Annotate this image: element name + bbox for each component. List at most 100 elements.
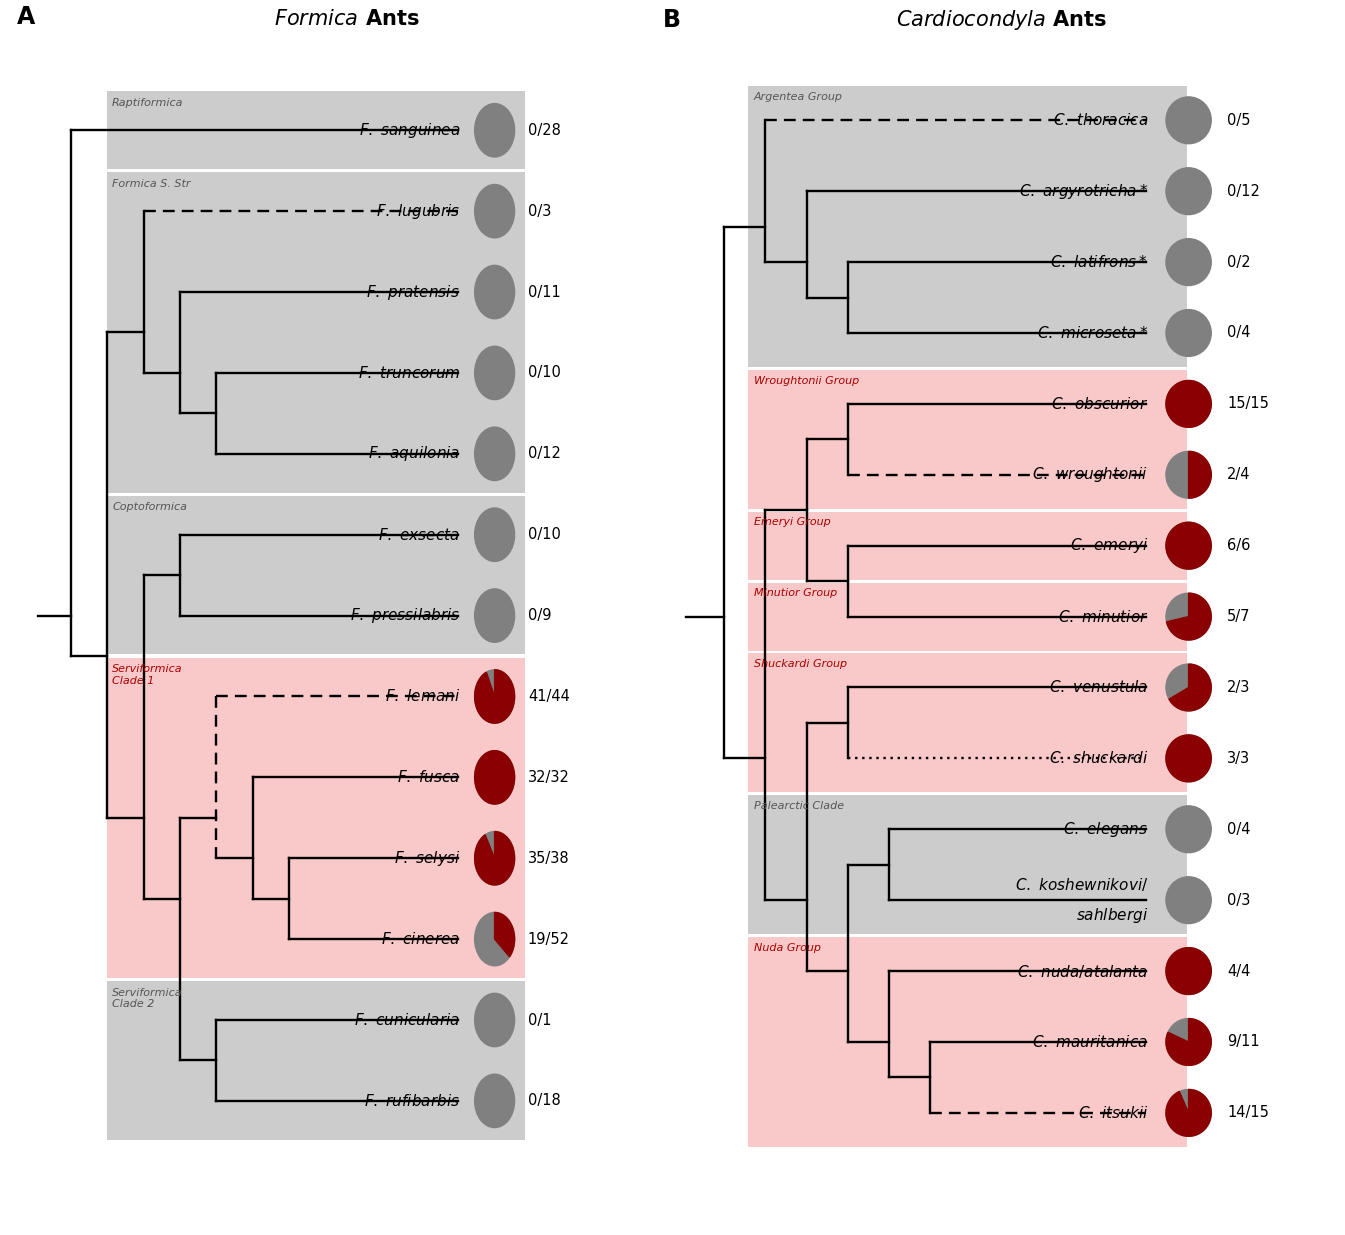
Text: 0/11: 0/11 xyxy=(529,284,561,300)
Text: 2/4: 2/4 xyxy=(1227,467,1251,483)
Bar xyxy=(108,981,525,1140)
Text: 32/32: 32/32 xyxy=(529,769,570,785)
Circle shape xyxy=(475,831,515,885)
Text: Formica S. Str: Formica S. Str xyxy=(112,179,191,189)
Text: 0/10: 0/10 xyxy=(529,527,561,542)
Circle shape xyxy=(475,427,515,480)
Circle shape xyxy=(475,751,515,804)
Text: $\mathit{F.\ rufibarbis}$: $\mathit{F.\ rufibarbis}$ xyxy=(364,1093,460,1109)
Polygon shape xyxy=(1166,593,1212,640)
Circle shape xyxy=(1166,877,1212,924)
Text: $\mathit{C.\ nuda/atalanta}$: $\mathit{C.\ nuda/atalanta}$ xyxy=(1017,962,1149,979)
Text: $\mathit{Cardiocondyla}$ Ants: $\mathit{Cardiocondyla}$ Ants xyxy=(896,7,1108,32)
Text: $\mathit{F.\ pressilabris}$: $\mathit{F.\ pressilabris}$ xyxy=(350,606,460,625)
Text: Serviformica
Clade 1: Serviformica Clade 1 xyxy=(112,664,183,685)
Polygon shape xyxy=(1169,664,1212,711)
Text: 5/7: 5/7 xyxy=(1227,609,1251,624)
Text: 0/4: 0/4 xyxy=(1227,326,1251,341)
Text: 41/44: 41/44 xyxy=(529,689,570,704)
Bar xyxy=(748,511,1188,579)
Bar xyxy=(108,658,525,978)
Circle shape xyxy=(1166,735,1212,782)
Text: Palearctic Clade: Palearctic Clade xyxy=(753,802,843,811)
Polygon shape xyxy=(475,669,515,724)
Circle shape xyxy=(475,913,515,966)
Polygon shape xyxy=(1166,1019,1212,1066)
Bar xyxy=(748,937,1188,1147)
Text: 0/1: 0/1 xyxy=(529,1013,551,1028)
Text: $\mathit{C.\ koshewnikovi/}$: $\mathit{C.\ koshewnikovi/}$ xyxy=(1014,876,1149,893)
Bar xyxy=(748,795,1188,934)
Polygon shape xyxy=(1189,451,1212,498)
Text: $\mathit{C.\ itsukii}$: $\mathit{C.\ itsukii}$ xyxy=(1077,1105,1149,1121)
Circle shape xyxy=(1166,593,1212,640)
Text: $\mathit{F.\ truncorum}$: $\mathit{F.\ truncorum}$ xyxy=(358,364,460,380)
Polygon shape xyxy=(1166,380,1212,427)
Text: $\mathit{C.\ wroughtonii}$: $\mathit{C.\ wroughtonii}$ xyxy=(1032,466,1149,484)
Text: $\mathit{F.\ exsecta}$: $\mathit{F.\ exsecta}$ xyxy=(378,526,460,542)
Text: 0/18: 0/18 xyxy=(529,1093,561,1108)
Text: $\mathit{F.\ sanguinea}$: $\mathit{F.\ sanguinea}$ xyxy=(359,121,460,140)
Text: 14/15: 14/15 xyxy=(1227,1105,1268,1120)
Polygon shape xyxy=(1166,1089,1212,1136)
Text: $\mathit{C.\ venustula}$: $\mathit{C.\ venustula}$ xyxy=(1049,679,1149,695)
Text: 6/6: 6/6 xyxy=(1227,538,1251,553)
Circle shape xyxy=(1166,522,1212,569)
Polygon shape xyxy=(1166,522,1212,569)
Circle shape xyxy=(475,184,515,238)
Circle shape xyxy=(1166,168,1212,215)
Text: $\mathit{F.\ selysi}$: $\mathit{F.\ selysi}$ xyxy=(394,848,460,868)
Text: $\mathit{C.\ obscurior}$: $\mathit{C.\ obscurior}$ xyxy=(1050,396,1149,412)
Text: 0/3: 0/3 xyxy=(1227,893,1251,908)
Text: $\mathit{sahlbergi}$: $\mathit{sahlbergi}$ xyxy=(1076,906,1149,925)
Circle shape xyxy=(1166,1089,1212,1136)
Text: 0/12: 0/12 xyxy=(529,446,561,462)
Text: $\mathit{F.\ fusca}$: $\mathit{F.\ fusca}$ xyxy=(397,769,460,785)
Text: $\mathit{C.\ thoracica}$: $\mathit{C.\ thoracica}$ xyxy=(1053,112,1149,128)
Text: 0/5: 0/5 xyxy=(1227,112,1251,127)
Bar xyxy=(748,583,1188,651)
Text: $\mathit{C.\ elegans}$: $\mathit{C.\ elegans}$ xyxy=(1064,820,1149,839)
Circle shape xyxy=(1166,1019,1212,1066)
Text: 0/12: 0/12 xyxy=(1227,184,1260,199)
Circle shape xyxy=(475,266,515,319)
Polygon shape xyxy=(1166,947,1212,994)
Circle shape xyxy=(1166,806,1212,852)
Bar xyxy=(748,369,1188,509)
Circle shape xyxy=(475,589,515,642)
Text: $\mathit{Formica}$ Ants: $\mathit{Formica}$ Ants xyxy=(273,9,420,30)
Text: Wroughtonii Group: Wroughtonii Group xyxy=(753,375,859,385)
Polygon shape xyxy=(475,751,515,804)
Text: 0/4: 0/4 xyxy=(1227,821,1251,837)
Text: $\mathit{F.\ aquilonia}$: $\mathit{F.\ aquilonia}$ xyxy=(367,445,460,463)
Circle shape xyxy=(475,669,515,724)
Text: 2/3: 2/3 xyxy=(1227,680,1251,695)
Circle shape xyxy=(1166,96,1212,143)
Circle shape xyxy=(475,104,515,157)
Text: $\mathit{F.\ cunicularia}$: $\mathit{F.\ cunicularia}$ xyxy=(354,1011,460,1028)
Text: B: B xyxy=(663,7,681,32)
Circle shape xyxy=(1166,664,1212,711)
Text: $\mathit{F.\ lemani}$: $\mathit{F.\ lemani}$ xyxy=(385,688,460,704)
Text: $\mathit{F.\ cinerea}$: $\mathit{F.\ cinerea}$ xyxy=(381,931,460,947)
Circle shape xyxy=(475,1074,515,1128)
Text: 35/38: 35/38 xyxy=(529,851,569,866)
Circle shape xyxy=(1166,380,1212,427)
Text: $\mathit{F.\ lugubris}$: $\mathit{F.\ lugubris}$ xyxy=(375,201,460,221)
Text: 19/52: 19/52 xyxy=(529,931,570,946)
Text: 0/2: 0/2 xyxy=(1227,254,1251,269)
Text: Raptiformica: Raptiformica xyxy=(112,98,184,107)
Text: $\mathit{C.\ emeryi}$: $\mathit{C.\ emeryi}$ xyxy=(1069,536,1149,556)
Text: 3/3: 3/3 xyxy=(1227,751,1250,766)
Text: Minutior Group: Minutior Group xyxy=(753,588,837,598)
Text: $\mathit{C.\ latifrons*}$: $\mathit{C.\ latifrons*}$ xyxy=(1050,254,1149,270)
Text: Coptoformica: Coptoformica xyxy=(112,503,187,513)
Text: 15/15: 15/15 xyxy=(1227,396,1268,411)
Circle shape xyxy=(1166,451,1212,498)
Text: $\mathit{C.\ shuckardi}$: $\mathit{C.\ shuckardi}$ xyxy=(1049,751,1149,767)
Circle shape xyxy=(1166,310,1212,357)
Text: 9/11: 9/11 xyxy=(1227,1035,1260,1050)
Circle shape xyxy=(1166,238,1212,285)
Text: Argentea Group: Argentea Group xyxy=(753,91,843,103)
Text: 0/28: 0/28 xyxy=(529,122,561,138)
